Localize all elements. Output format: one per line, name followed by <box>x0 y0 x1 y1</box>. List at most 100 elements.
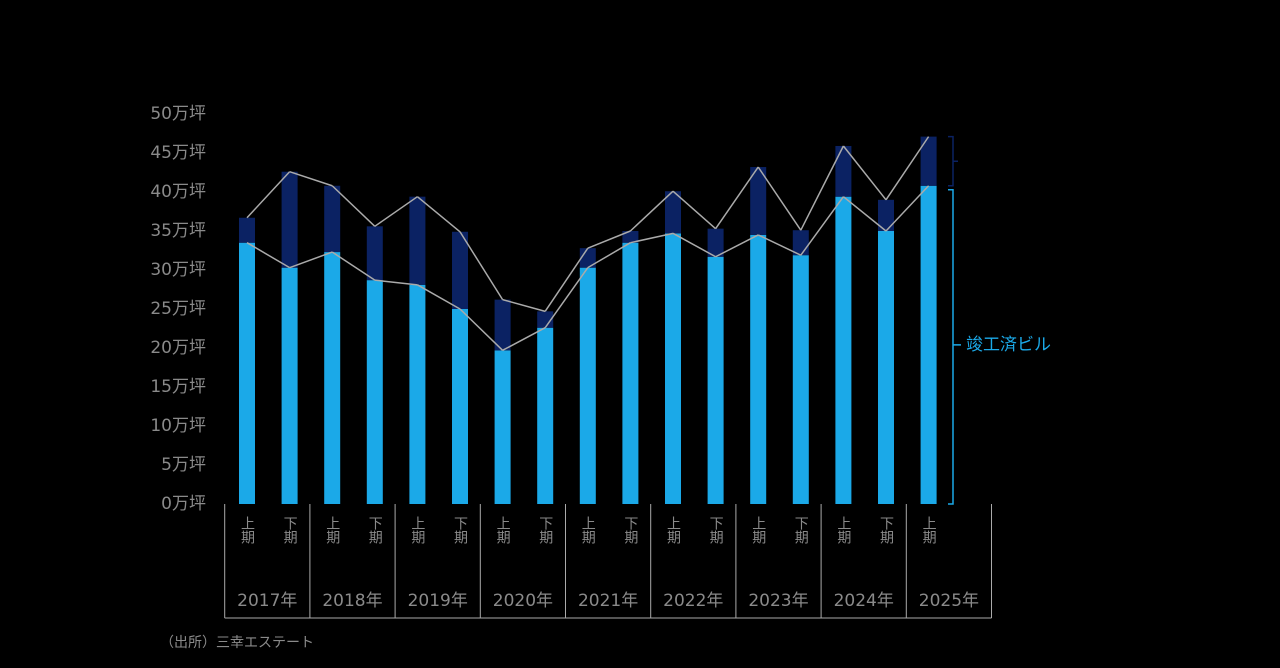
connector-line <box>331 251 376 281</box>
connector-line <box>502 327 546 352</box>
bar <box>707 228 724 257</box>
connector-line <box>842 196 887 232</box>
group-label: 2022年 <box>663 591 723 611</box>
connector-line <box>885 136 930 201</box>
group-label: 2025年 <box>919 591 979 611</box>
x-tick-label: 下期 <box>537 516 553 545</box>
group-label: 2018年 <box>322 591 382 611</box>
group-label: 2021年 <box>578 591 638 611</box>
connector-line <box>459 231 504 301</box>
legend-label: 竣工済ビル <box>966 335 1051 355</box>
connector-line <box>757 166 802 231</box>
bar <box>750 167 767 235</box>
connector-line <box>246 242 290 269</box>
bar <box>835 196 852 504</box>
connector-line <box>672 232 716 258</box>
legend-bracket <box>948 189 961 505</box>
group-label: 2024年 <box>834 591 894 611</box>
bar <box>239 242 255 504</box>
bar <box>452 309 468 504</box>
bar <box>920 136 937 186</box>
bar <box>622 231 639 243</box>
x-tick-label: 上期 <box>409 516 425 545</box>
bar <box>665 233 681 504</box>
x-tick-label: 下期 <box>622 516 638 545</box>
y-tick-label: 30万坪 <box>150 260 206 280</box>
connector-line <box>714 166 759 230</box>
connector-line <box>502 298 546 313</box>
x-tick-label: 上期 <box>750 516 766 545</box>
group-label: 2020年 <box>493 591 553 611</box>
bar <box>409 284 426 504</box>
connector-line <box>246 171 291 219</box>
connector-line <box>842 145 887 201</box>
connector-line <box>715 234 759 258</box>
x-tick-label: 下期 <box>878 516 894 545</box>
x-tick-label: 下期 <box>793 516 809 545</box>
y-tick-label: 5万坪 <box>161 455 206 475</box>
y-tick-label: 10万坪 <box>150 416 206 436</box>
x-tick-label: 上期 <box>921 516 937 545</box>
bar <box>324 252 341 504</box>
legend-bracket <box>948 135 958 187</box>
bar <box>878 231 894 504</box>
bar <box>494 299 511 351</box>
y-tick-label: 25万坪 <box>150 299 206 319</box>
bar <box>281 267 298 504</box>
bar <box>366 280 383 504</box>
bar <box>452 231 468 309</box>
x-tick-label: 上期 <box>495 516 511 545</box>
y-tick-label: 50万坪 <box>150 104 206 124</box>
connector-line <box>331 185 376 227</box>
bar <box>494 350 511 504</box>
group-label: 2023年 <box>748 591 808 611</box>
connector-line <box>459 308 504 351</box>
y-tick-label: 40万坪 <box>150 182 206 202</box>
x-tick-label: 上期 <box>324 516 340 545</box>
x-tick-label: 下期 <box>452 516 468 545</box>
connector-line <box>416 196 461 233</box>
x-tick-label: 下期 <box>367 516 383 545</box>
connector-line <box>544 267 589 329</box>
bar <box>707 256 724 504</box>
y-tick-label: 0万坪 <box>161 494 206 514</box>
bar <box>665 191 681 234</box>
connector-line <box>629 190 674 232</box>
bar <box>750 234 767 504</box>
bar <box>281 171 298 268</box>
bar <box>622 242 639 504</box>
bar <box>537 327 554 504</box>
bar <box>920 185 937 504</box>
bar <box>792 255 809 504</box>
connector-line <box>417 284 461 310</box>
connector-line <box>587 242 631 269</box>
bar <box>579 267 596 504</box>
x-tick-label: 上期 <box>835 516 851 545</box>
bar <box>366 226 383 281</box>
x-tick-label: 上期 <box>580 516 596 545</box>
connector-line <box>289 251 333 269</box>
x-tick-label: 上期 <box>239 516 255 545</box>
bar <box>324 185 341 253</box>
connector-line <box>289 171 333 187</box>
connector-line <box>374 279 418 286</box>
y-tick-label: 20万坪 <box>150 338 206 358</box>
x-tick-label: 上期 <box>665 516 681 545</box>
connector-line <box>374 196 418 227</box>
connector-line <box>630 232 674 244</box>
y-tick-label: 15万坪 <box>150 377 206 397</box>
y-tick-label: 35万坪 <box>150 221 206 241</box>
group-label: 2017年 <box>237 591 297 611</box>
connector-line <box>672 190 717 230</box>
bar <box>239 217 255 243</box>
bar <box>792 230 809 256</box>
x-tick-label: 下期 <box>282 516 298 545</box>
bar <box>835 145 852 197</box>
bar <box>537 311 554 328</box>
connector-line <box>800 145 845 231</box>
source: （出所）三幸エステート <box>160 635 314 651</box>
bar <box>878 199 894 231</box>
y-tick-label: 45万坪 <box>150 143 206 163</box>
